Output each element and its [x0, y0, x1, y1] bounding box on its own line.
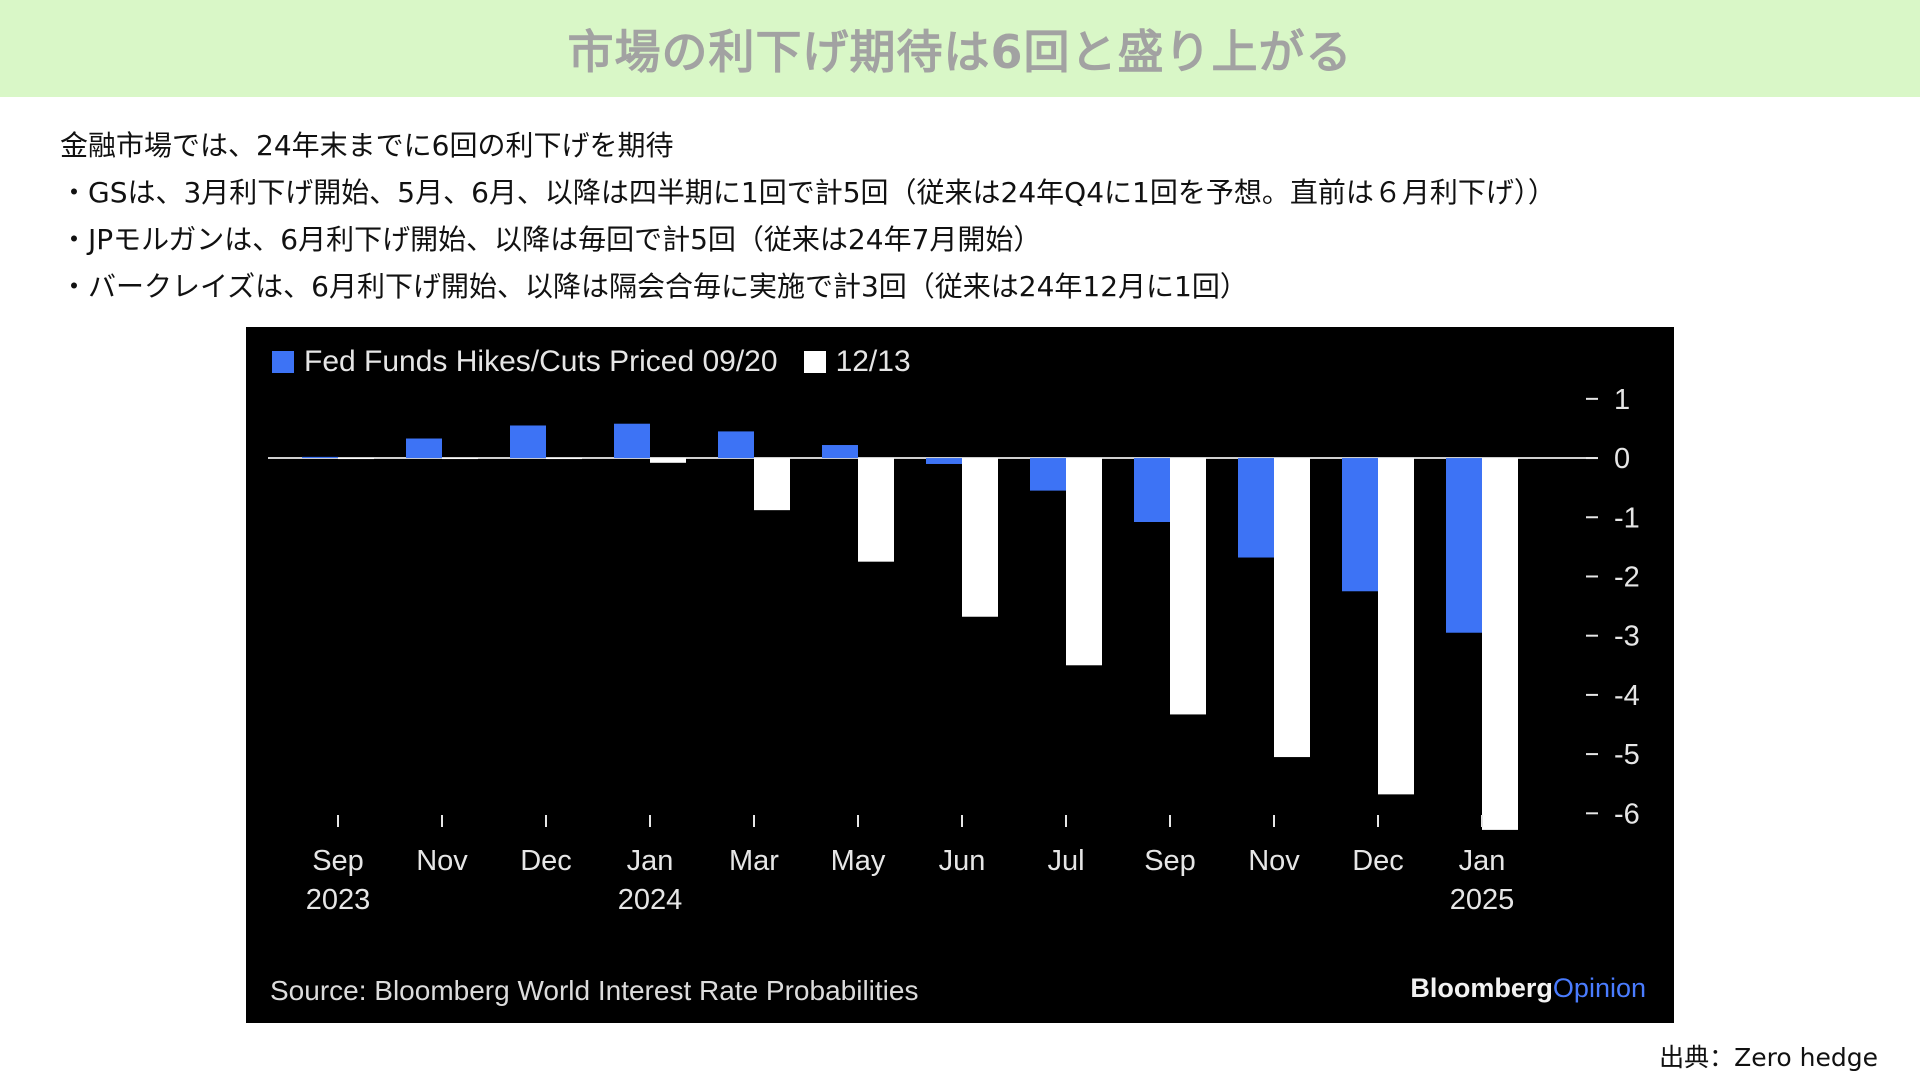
bar-dec13 [442, 458, 478, 460]
x-tick-label: Mar [729, 845, 779, 877]
bar-sep20 [1446, 458, 1482, 633]
bar-sep20 [1134, 458, 1170, 522]
bullet-line: ・バークレイズは、6月利下げ開始、以降は隔会合毎に実施で計3回（従来は24年12… [60, 270, 1248, 303]
brand-main: Bloomberg [1410, 973, 1553, 1003]
brand-accent: Opinion [1552, 973, 1646, 1003]
bar-dec13 [1482, 458, 1518, 830]
bar-dec13 [546, 458, 582, 460]
bar-dec13 [1274, 458, 1310, 758]
bar-sep20 [510, 425, 546, 459]
bar-dec13 [754, 458, 790, 511]
y-tick-label: -5 [1614, 739, 1640, 771]
bar-sep20 [1342, 458, 1378, 592]
legend-swatch [272, 351, 294, 373]
bullet-list: 金融市場では、24年末までに6回の利下げを期待 ・GSは、3月利下げ開始、5月、… [60, 122, 1880, 310]
bar-chart: Fed Funds Hikes/Cuts Priced 09/20 12/13 … [246, 327, 1674, 1023]
bullet-line: ・GSは、3月利下げ開始、5月、6月、以降は四半期に1回で計5回（従来は24年Q… [60, 176, 1556, 209]
x-tick-label: Jan [1459, 845, 1506, 877]
x-tick-label: Dec [1352, 845, 1404, 877]
x-tick-label: May [831, 845, 886, 877]
bar-sep20 [302, 456, 338, 459]
y-tick-label: -3 [1614, 621, 1640, 653]
bar-sep20 [406, 438, 442, 459]
y-tick-label: -6 [1614, 798, 1640, 830]
legend-label: Fed Funds Hikes/Cuts Priced 09/20 [304, 345, 778, 378]
bullet-line: ・JPモルガンは、6月利下げ開始、以降は毎回で計5回（従来は24年7月開始） [60, 223, 1042, 256]
bloomberg-opinion-logo: BloombergOpinion [1410, 973, 1646, 1004]
x-tick-label: Jun [939, 845, 986, 877]
bar-sep20 [926, 458, 962, 464]
bar-dec13 [962, 458, 998, 617]
legend-swatch [803, 351, 826, 373]
legend-item: Fed Funds Hikes/Cuts Priced 09/20 [272, 345, 778, 379]
bar-sep20 [1030, 458, 1066, 491]
bar-dec13 [338, 458, 374, 460]
x-tick-label: 2024 [618, 884, 683, 916]
y-tick-label: -4 [1614, 680, 1640, 712]
page-title: 市場の利下げ期待は6回と盛り上がる [567, 24, 1353, 79]
bar-sep20 [718, 431, 754, 459]
credit-note: 出典：Zero hedge [1659, 1043, 1878, 1072]
bar-sep20 [614, 423, 650, 459]
bar-dec13 [1066, 458, 1102, 666]
y-tick-label: 0 [1614, 443, 1630, 475]
bar-dec13 [1170, 458, 1206, 715]
chart-source: Source: Bloomberg World Interest Rate Pr… [270, 975, 919, 1006]
x-tick-label: Sep [312, 845, 364, 877]
x-tick-label: Jul [1047, 845, 1084, 877]
x-tick-label: Dec [520, 845, 572, 877]
y-tick-label: -2 [1614, 561, 1640, 593]
x-tick-label: 2023 [306, 884, 371, 916]
bar-sep20 [1238, 458, 1274, 558]
legend-label: 12/13 [835, 345, 911, 378]
legend-item: 12/13 [803, 345, 911, 379]
x-tick-label: Nov [416, 845, 468, 877]
chart-plot-area: 1 0 -1 -2 -3 -4 -5 -6 Sep 2023 Nov Dec Jan 2024 Mar May… [268, 384, 1640, 916]
y-tick-label: -1 [1614, 502, 1640, 534]
x-tick-label: Sep [1144, 845, 1196, 877]
chart-legend: Fed Funds Hikes/Cuts Priced 09/20 12/13 [272, 345, 937, 379]
bar-sep20 [822, 445, 858, 459]
bullet-line: 金融市場では、24年末までに6回の利下げを期待 [60, 129, 674, 162]
x-tick-label: 2025 [1450, 884, 1515, 916]
bar-dec13 [650, 458, 686, 463]
bar-dec13 [1378, 458, 1414, 795]
y-tick-label: 1 [1614, 384, 1630, 416]
x-tick-label: Jan [627, 845, 674, 877]
title-banner: 市場の利下げ期待は6回と盛り上がる [0, 0, 1920, 97]
x-tick-label: Nov [1248, 845, 1300, 877]
bar-dec13 [858, 458, 894, 562]
